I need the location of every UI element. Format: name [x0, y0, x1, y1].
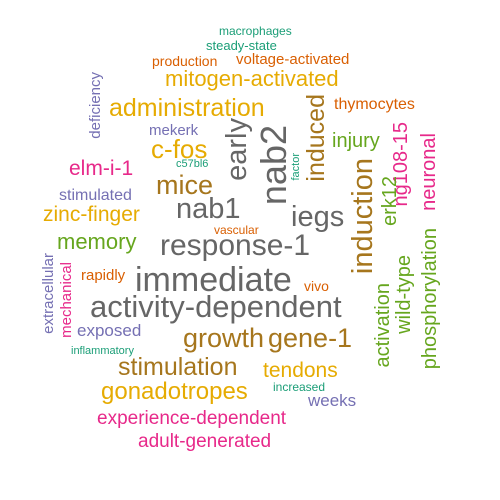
word-experience-dependent: experience-dependent	[97, 408, 287, 429]
word-activation: activation	[372, 283, 394, 368]
word-vascular: vascular	[214, 223, 259, 237]
word-activity-dependent: activity-dependent	[90, 289, 342, 324]
word-deficiency: deficiency	[87, 72, 104, 139]
word-erk12: erk12	[379, 176, 401, 227]
word-response-1: response-1	[160, 229, 311, 262]
word-injury: injury	[332, 130, 380, 152]
word-voltage-activated: voltage-activated	[236, 51, 350, 68]
word-memory: memory	[57, 229, 137, 254]
word-neuronal: neuronal	[418, 133, 440, 211]
word-induction: induction	[347, 158, 379, 275]
word-immediate: immediate	[135, 261, 292, 299]
word-weeks: weeks	[308, 391, 357, 410]
word-factor: factor	[290, 153, 302, 181]
word-increased: increased	[273, 380, 326, 394]
word-mice: mice	[156, 170, 214, 200]
word-nab1: nab1	[176, 193, 241, 225]
word-c57bl6: c57bl6	[176, 158, 209, 170]
word-growth: growth	[183, 323, 265, 353]
word-tendons: tendons	[263, 359, 338, 382]
word-mitogen-activated: mitogen-activated	[165, 66, 339, 91]
word-vivo: vivo	[304, 278, 329, 294]
word-stimulation: stimulation	[118, 353, 238, 381]
word-stimulated: stimulated	[59, 187, 132, 204]
word-mechanical: mechanical	[58, 262, 75, 338]
word-exposed: exposed	[77, 321, 142, 340]
word-elm-i-1: elm-i-1	[69, 157, 134, 180]
word-rapidly: rapidly	[81, 267, 126, 284]
word-macrophages: macrophages	[219, 24, 292, 38]
word-inflammatory: inflammatory	[71, 345, 134, 357]
word-extracellular: extracellular	[40, 253, 57, 334]
word-phosphorylation: phosphorylation	[419, 228, 441, 370]
word-c-fos: c-fos	[151, 134, 208, 164]
word-early: early	[221, 118, 253, 181]
word-nab2: nab2	[253, 125, 294, 206]
word-wild-type: wild-type	[393, 255, 415, 334]
word-zinc-finger: zinc-finger	[43, 203, 140, 226]
word-iegs: iegs	[291, 201, 345, 233]
word-gonadotropes: gonadotropes	[101, 378, 248, 405]
word-steady-state: steady-state	[206, 38, 277, 53]
word-induced: induced	[302, 94, 330, 182]
word-adult-generated: adult-generated	[138, 431, 272, 452]
word-mekerk: mekerk	[149, 122, 199, 139]
word-administration: administration	[109, 94, 265, 122]
word-gene-1: gene-1	[268, 323, 353, 353]
word-production: production	[152, 53, 218, 69]
word-thymocytes: thymocytes	[334, 96, 415, 113]
